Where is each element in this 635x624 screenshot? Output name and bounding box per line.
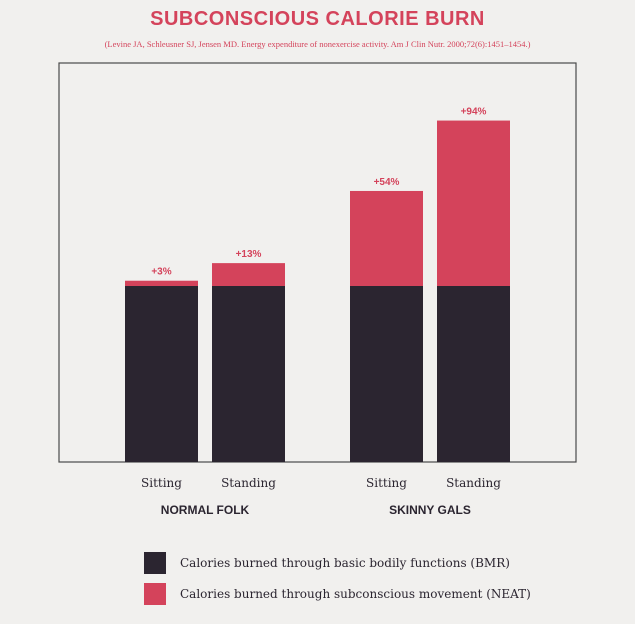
bar-neat-3 xyxy=(437,120,510,286)
data-label-2: +54% xyxy=(374,177,400,188)
tick-label-1: Standing xyxy=(221,476,276,490)
bar-neat-2 xyxy=(350,190,423,286)
bar-neat-1 xyxy=(212,263,285,286)
plot-frame xyxy=(58,62,577,463)
stacked-bar-chart: +3% Sitting +13% Standing +54% Sitting +94% Sta… xyxy=(58,62,577,517)
legend-label-neat: Calories burned through subconscious mov… xyxy=(180,586,531,601)
data-label-3: +94% xyxy=(461,107,487,118)
legend-label-bmr: Calories burned through basic bodily fun… xyxy=(180,555,510,570)
chart-title: SUBCONSCIOUS CALORIE BURN xyxy=(150,8,485,30)
legend-item-neat: Calories burned through subconscious mov… xyxy=(144,581,531,606)
tick-label-3: Standing xyxy=(446,476,501,490)
tick-label-2: Sitting xyxy=(366,476,407,490)
legend-item-bmr: Calories burned through basic bodily fun… xyxy=(144,550,531,575)
bar-bmr-1 xyxy=(212,286,285,462)
group-label-1: SKINNY GALS xyxy=(389,503,471,517)
bar-bmr-0 xyxy=(125,286,198,462)
legend: Calories burned through basic bodily fun… xyxy=(144,550,531,612)
data-label-1: +13% xyxy=(236,249,262,260)
bar-bmr-3 xyxy=(437,286,510,462)
legend-swatch-bmr xyxy=(144,551,166,574)
data-label-0: +3% xyxy=(151,267,171,278)
chart-subtitle: (Levine JA, Schleusner SJ, Jensen MD. En… xyxy=(104,39,531,49)
legend-swatch-neat xyxy=(144,582,166,605)
bar-neat-0 xyxy=(125,280,198,286)
group-label-0: NORMAL FOLK xyxy=(161,503,250,517)
bar-bmr-2 xyxy=(350,286,423,462)
tick-label-0: Sitting xyxy=(141,476,182,490)
